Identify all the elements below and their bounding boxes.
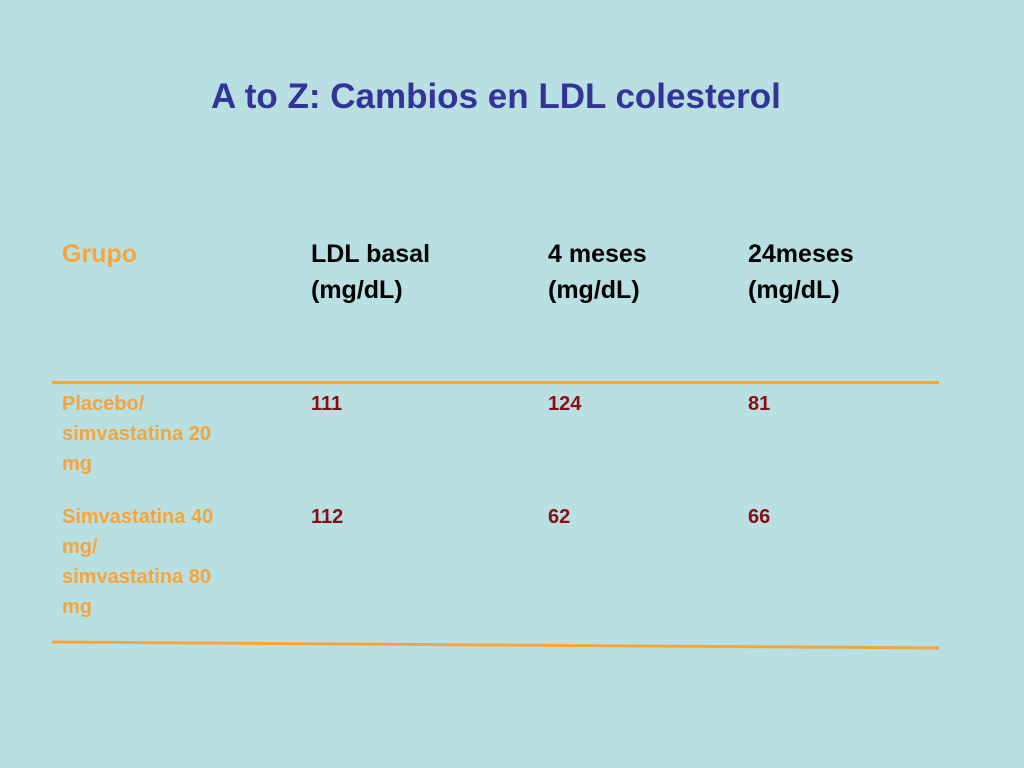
slide-title: A to Z: Cambios en LDL colesterol: [211, 77, 781, 116]
row-4-meses-value: 62: [548, 506, 571, 528]
row-group-label-line: simvastatina 80: [62, 566, 211, 588]
header-ldl-basal-line1: LDL basal: [311, 240, 431, 268]
header-24-meses-line1: 24meses: [748, 240, 854, 268]
header-ldl-basal: LDL basal (mg/dL): [311, 236, 430, 308]
row-ldl-basal-value: 111: [311, 393, 343, 415]
header-4-meses: 4 meses (mg/dL): [548, 236, 647, 308]
row-ldl-basal-value: 112: [311, 506, 344, 528]
header-4-meses-line1: 4 meses: [548, 240, 647, 268]
row-24-meses-value: 66: [748, 506, 771, 528]
header-4-meses-line2: (mg/dL): [548, 276, 640, 304]
header-group-label: Grupo: [62, 240, 137, 268]
header-24-meses: 24meses (mg/dL): [748, 236, 854, 308]
table-top-rule: [52, 381, 939, 384]
row-group-label: Simvastatina 40 mg/ simvastatina 80 mg: [62, 502, 213, 622]
header-24-meses-line2: (mg/dL): [748, 276, 840, 304]
row-group-label-line: simvastatina 20: [62, 423, 211, 445]
row-group-label-line: mg/: [62, 536, 98, 558]
row-group-label-line: mg: [62, 596, 92, 618]
header-ldl-basal-line2: (mg/dL): [311, 276, 403, 304]
row-4-meses-value: 124: [548, 393, 582, 415]
row-24-meses-value: 81: [748, 393, 771, 415]
row-group-label-line: mg: [62, 453, 92, 475]
header-group: Grupo: [62, 236, 137, 272]
row-group-label-line: Placebo/: [62, 393, 145, 415]
row-group-label: Placebo/ simvastatina 20 mg: [62, 389, 211, 479]
row-group-label-line: Simvastatina 40: [62, 506, 214, 528]
